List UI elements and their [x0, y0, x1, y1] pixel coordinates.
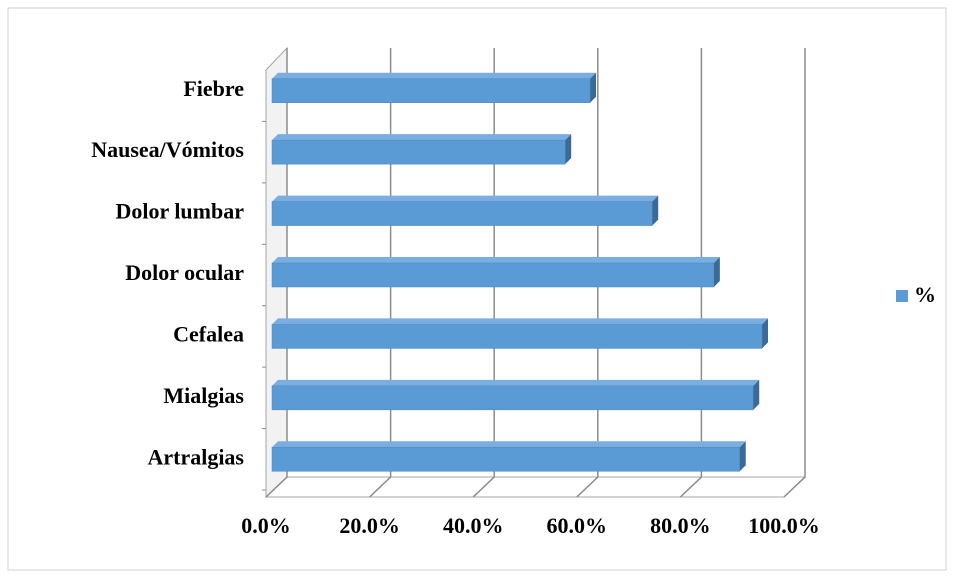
- bar: [271, 262, 715, 288]
- grid-line: [369, 48, 392, 498]
- floor: [264, 476, 807, 498]
- y-tick-label: Fiebre: [183, 76, 244, 101]
- x-tick-label: 60.0%: [547, 513, 608, 538]
- bar-top: [272, 379, 760, 386]
- grid-line: [576, 48, 599, 498]
- grid-line: [472, 48, 495, 498]
- x-tick-label: 80.0%: [650, 513, 711, 538]
- x-tick-label: 0.0%: [241, 513, 291, 538]
- bar-top: [272, 72, 597, 79]
- y-tick-label: Nausea/Vómitos: [91, 137, 244, 162]
- bar: [271, 139, 566, 165]
- bar: [271, 201, 653, 226]
- y-tick-label: Dolor ocular: [125, 260, 244, 285]
- bar-side: [713, 257, 720, 287]
- bar-side: [762, 318, 769, 349]
- grid-line: [265, 48, 288, 498]
- legend-label: %: [914, 282, 936, 307]
- grid-line: [783, 48, 806, 498]
- x-tick-label: 100.0%: [748, 513, 820, 538]
- y-tick-label: Cefalea: [173, 321, 244, 346]
- bar-side: [565, 134, 572, 165]
- bar: [271, 385, 754, 411]
- bar-top: [272, 441, 746, 448]
- bar-side: [652, 195, 659, 226]
- bar-side: [739, 441, 746, 472]
- bar-top: [272, 195, 659, 202]
- y-tick-label: Dolor lumbar: [115, 199, 244, 224]
- y-tick-label: Mialgias: [163, 383, 244, 408]
- bar: [271, 324, 763, 349]
- bar-top: [272, 257, 720, 263]
- x-tick-label: 20.0%: [339, 513, 400, 538]
- y-tick-label: Artralgias: [147, 444, 244, 469]
- bar-side: [753, 379, 760, 410]
- bar-top: [272, 134, 572, 141]
- bar: [271, 78, 591, 103]
- x-tick-label: 40.0%: [443, 513, 504, 538]
- bar-top: [272, 318, 769, 325]
- bar: [271, 447, 741, 472]
- legend-swatch: [896, 290, 908, 302]
- bar-side: [590, 72, 597, 103]
- grid-line: [679, 48, 703, 498]
